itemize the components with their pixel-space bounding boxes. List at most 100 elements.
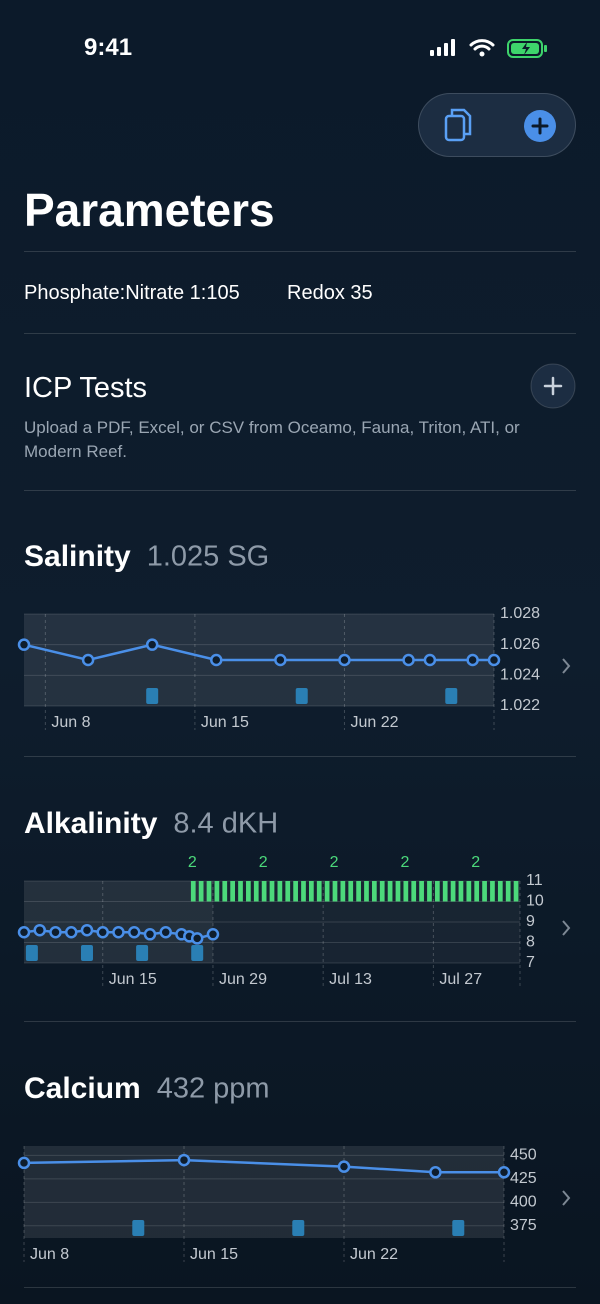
chevron[interactable] bbox=[562, 658, 571, 674]
point bbox=[177, 1153, 191, 1167]
dosing-bar bbox=[332, 881, 338, 902]
divider bbox=[24, 333, 576, 334]
dosing-bar bbox=[458, 881, 464, 902]
point bbox=[112, 926, 125, 939]
x-tick-label: Jul 27 bbox=[439, 971, 482, 988]
dosing-bar bbox=[285, 881, 291, 902]
point bbox=[17, 926, 31, 939]
dosing-bar bbox=[348, 881, 354, 902]
dosing-label: 2 bbox=[400, 854, 409, 871]
x-tick-label: Jun 29 bbox=[219, 971, 267, 988]
point bbox=[33, 923, 46, 937]
point bbox=[190, 932, 204, 945]
point bbox=[96, 926, 109, 939]
chevron[interactable] bbox=[562, 1190, 571, 1206]
dosing-bar bbox=[206, 881, 212, 902]
copy-button[interactable] bbox=[444, 114, 466, 142]
dosing-bar bbox=[340, 881, 346, 902]
dosing-bar bbox=[379, 881, 385, 902]
divider bbox=[24, 1287, 576, 1288]
dosing-bar bbox=[309, 881, 314, 902]
x-tick-label: Jun 15 bbox=[190, 1246, 238, 1263]
line bbox=[23, 643, 494, 662]
dosing-bar bbox=[427, 881, 432, 902]
point bbox=[210, 653, 223, 667]
y-tick-label: 450 bbox=[510, 1147, 537, 1164]
dosing-bar bbox=[371, 881, 377, 902]
event-marker bbox=[445, 688, 458, 704]
event-marker bbox=[295, 688, 308, 704]
point bbox=[80, 923, 94, 937]
divider bbox=[24, 490, 576, 491]
point bbox=[145, 638, 159, 651]
chart-subtitle: 8.4 dKH bbox=[173, 808, 278, 840]
divider bbox=[24, 756, 576, 757]
chart-subtitle: 432 ppm bbox=[157, 1073, 270, 1105]
dosing-bar bbox=[214, 881, 220, 902]
dosing-bar bbox=[442, 881, 448, 902]
data-span bbox=[24, 881, 213, 963]
event-marker bbox=[191, 945, 204, 961]
x-tick-label: Jun 22 bbox=[350, 714, 398, 731]
icp-description: Upload a PDF, Excel, or CSV from Oceamo,… bbox=[24, 418, 520, 461]
dosing-bar bbox=[238, 881, 243, 902]
y-tick-label: 1.028 bbox=[500, 605, 540, 622]
dosing-bar bbox=[246, 881, 251, 902]
y-tick-label: 1.026 bbox=[500, 636, 540, 653]
dosing-bar bbox=[466, 881, 472, 902]
y-tick-label: 9 bbox=[526, 913, 535, 930]
dosing-bar bbox=[253, 881, 259, 902]
dosing-bar bbox=[356, 881, 361, 902]
dosing-bar bbox=[434, 881, 440, 902]
status-time: 9:41 bbox=[84, 34, 133, 61]
dosing-bar bbox=[505, 881, 511, 902]
chevron[interactable] bbox=[562, 920, 571, 936]
event-marker bbox=[132, 1220, 145, 1236]
point bbox=[274, 653, 287, 667]
chart-subtitle: 1.025 SG bbox=[147, 541, 270, 573]
dosing-bar bbox=[301, 881, 306, 902]
y-tick-label: 1.024 bbox=[500, 667, 540, 684]
dosing-label: 2 bbox=[188, 854, 197, 871]
data-span bbox=[24, 1146, 504, 1238]
chart-title: Salinity bbox=[24, 540, 131, 573]
dosing-label: 2 bbox=[471, 854, 480, 871]
x-tick-label: Jun 15 bbox=[109, 971, 157, 988]
x-tick-label: Jun 15 bbox=[201, 714, 249, 731]
icp-add-button[interactable] bbox=[530, 363, 576, 409]
y-tick-label: 425 bbox=[510, 1170, 537, 1187]
dosing-bar bbox=[482, 881, 487, 902]
point bbox=[143, 928, 157, 941]
chart-title: Calcium bbox=[24, 1072, 141, 1105]
y-tick-label: 10 bbox=[526, 893, 544, 910]
x-tick-label: Jun 8 bbox=[30, 1246, 69, 1263]
point bbox=[159, 926, 172, 939]
dosing-bar bbox=[324, 881, 330, 902]
y-tick-label: 11 bbox=[526, 872, 543, 889]
dosing-bar bbox=[490, 881, 495, 902]
dosing-bar bbox=[198, 881, 204, 902]
point bbox=[487, 653, 501, 667]
status-icons bbox=[430, 39, 547, 58]
dosing bbox=[190, 881, 519, 902]
event-marker bbox=[80, 945, 93, 961]
page-title: Parameters bbox=[24, 184, 275, 236]
dosing-bar bbox=[403, 881, 409, 902]
point bbox=[49, 926, 62, 939]
dosing-bar bbox=[419, 881, 424, 902]
dosing-bar bbox=[450, 881, 456, 902]
point bbox=[17, 638, 31, 651]
point bbox=[64, 926, 78, 939]
dosing-bar bbox=[497, 881, 503, 902]
toolbar bbox=[418, 93, 576, 157]
y-tick-label: 1.022 bbox=[500, 697, 540, 714]
point bbox=[81, 653, 95, 667]
event-marker bbox=[146, 688, 159, 704]
dosing-bar bbox=[364, 881, 369, 902]
redox: Redox 35 bbox=[287, 282, 373, 304]
event-marker bbox=[136, 945, 149, 961]
dosing-bar bbox=[230, 881, 235, 902]
dosing-bar bbox=[222, 881, 228, 902]
